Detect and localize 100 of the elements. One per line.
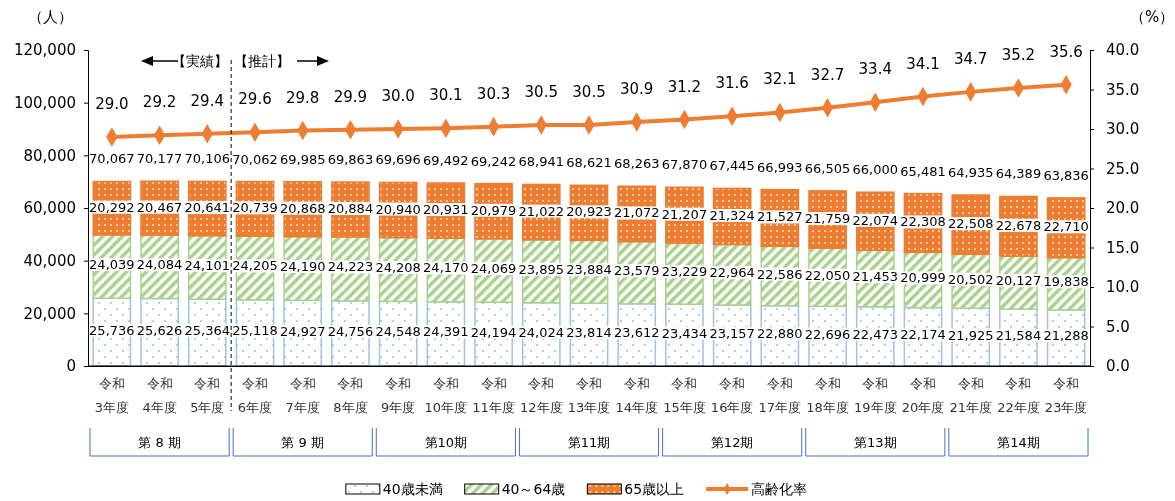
data-label: 20,739 [232,200,278,216]
data-label: 23,884 [566,262,612,278]
text: 第10期 [424,435,468,450]
data-label: 24,194 [470,324,517,340]
data-label: 32.7 [810,65,845,84]
data-label: 21,584 [995,328,1042,344]
total-label: 69,863 [327,152,374,168]
data-label: 25,736 [89,322,135,338]
legend-label: 40～64歳 [501,481,566,497]
text: 第 8 期 [138,435,181,450]
x-tick-label: 令和 18年度 [806,376,849,415]
y-tick-label: 80,000 [23,146,76,165]
data-label: 20,868 [279,200,326,216]
y-axis-title: （人） [28,8,73,26]
data-label: 20,502 [947,271,994,287]
y2-tick-label: 0.0 [1106,357,1130,376]
text: 第14期 [997,435,1040,450]
data-label: 22,473 [852,326,899,342]
data-label: 29.8 [286,88,320,107]
data-label: 25,364 [184,323,231,339]
x-tick-label: 令和 5年度 [190,376,225,415]
data-label: 23,157 [709,326,755,342]
x-tick-label: 令和 23年度 [1044,376,1088,415]
data-label: 35.6 [1049,42,1083,61]
data-label: 22,678 [995,217,1042,233]
data-label: 20,999 [900,270,946,286]
data-label: 32.1 [763,70,797,89]
total-label: 67,445 [709,158,755,174]
x-tick-label: 令和 13年度 [567,376,611,415]
data-label: 29.4 [190,91,224,110]
total-label: 70,067 [89,151,135,167]
data-label: 24,208 [375,259,421,275]
x-tick-label: 令和 12年度 [520,376,563,415]
total-label: 69,696 [375,152,421,168]
y2-tick-label: 5.0 [1106,317,1130,336]
data-label: 25,118 [232,323,278,339]
data-label: 23,229 [661,264,708,280]
data-label: 20,884 [327,201,374,217]
data-label: 22,508 [947,216,994,232]
y-tick-label: 60,000 [23,199,76,218]
data-label: 29.9 [333,87,368,106]
data-label: 23,579 [613,263,660,279]
x-tick-label: 令和 15年度 [663,376,706,415]
data-label: 30.0 [381,87,415,105]
x-tick-label: 令和 4年度 [142,376,177,415]
data-label: 20,467 [136,199,183,215]
x-tick-label: 令和 19年度 [854,376,897,415]
data-label: 21,207 [661,206,708,222]
data-label: 34.1 [906,54,940,73]
data-label: 21,453 [852,269,899,285]
data-label: 21,072 [613,205,660,221]
x-tick-label: 令和 21年度 [949,376,992,415]
data-label: 21,288 [1043,328,1089,344]
data-label: 29.0 [95,94,129,113]
data-label: 30.5 [572,83,606,102]
data-label: 24,024 [518,324,565,340]
y2-tick-label: 15.0 [1106,238,1140,257]
data-label: 21,759 [804,211,851,227]
total-label: 69,985 [279,151,326,167]
data-label: 22,710 [1043,219,1089,235]
y-tick-label: 20,000 [23,304,76,323]
data-label: 24,205 [232,258,278,274]
total-label: 66,993 [757,159,803,175]
data-label: 20,979 [470,202,517,218]
data-label: 31.2 [667,77,702,96]
total-label: 69,492 [423,153,469,168]
data-label: 24,223 [327,259,374,275]
x-tick-label: 令和 14年度 [615,376,658,415]
y-tick-label: 100,000 [13,93,76,112]
annotation: 【実績】 [172,53,229,69]
legend-label: 高齢化率 [751,481,808,497]
x-tick-label: 令和 9年度 [381,376,416,415]
total-label: 66,505 [804,160,851,176]
x-tick-label: 令和 16年度 [710,376,754,415]
data-label: 34.7 [954,49,988,68]
x-tick-label: 令和 17年度 [758,376,802,415]
x-tick-label: 令和 10年度 [424,376,468,415]
total-label: 68,621 [566,155,612,171]
total-label: 68,263 [613,156,660,172]
x-tick-label: 令和 20年度 [901,376,945,415]
data-label: 20,292 [89,199,135,215]
data-label: 29.6 [238,90,272,109]
data-label: 22,696 [804,326,851,342]
x-tick-label: 令和 11年度 [472,376,515,415]
data-label: 20,940 [375,201,421,217]
total-label: 67,870 [661,157,708,173]
data-label: 30.9 [620,79,654,98]
data-label: 21,527 [757,209,803,225]
data-label: 20,641 [184,200,231,216]
data-label: 25,626 [136,322,183,338]
total-label: 65,481 [900,163,946,179]
data-label: 23,612 [613,325,660,341]
x-tick-label: 令和 8年度 [333,376,368,415]
total-label: 66,000 [852,162,899,178]
data-label: 22,586 [757,266,803,282]
data-label: 31.6 [715,74,749,93]
total-label: 70,177 [136,151,183,167]
y-tick-label: 120,000 [13,41,76,60]
data-label: 24,170 [423,260,469,276]
x-tick-label: 令和 6年度 [237,376,273,415]
